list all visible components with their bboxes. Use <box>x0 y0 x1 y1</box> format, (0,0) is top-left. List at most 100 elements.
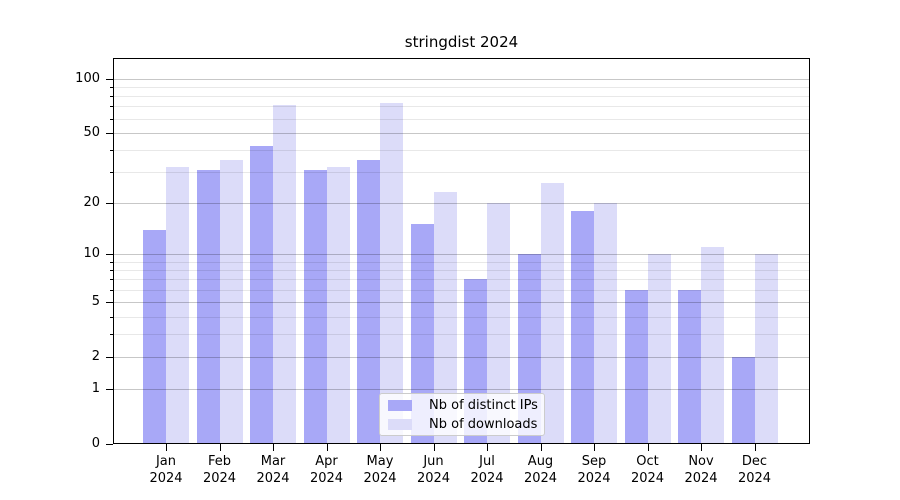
y-gridline-minor <box>113 86 810 88</box>
y-axis-minor-tick <box>109 96 113 98</box>
y-gridline-major <box>113 389 810 391</box>
x-axis-tick <box>219 444 221 451</box>
y-axis-minor-tick <box>109 334 113 336</box>
y-axis-tick <box>106 202 113 205</box>
bar-downloads <box>754 254 778 444</box>
x-axis-tick <box>273 444 275 451</box>
y-gridline-minor <box>113 261 810 263</box>
bar-distinct-ips <box>196 169 220 444</box>
y-gridline-major <box>113 202 810 204</box>
y-gridline-major <box>113 78 810 80</box>
y-gridline-minor <box>113 172 810 174</box>
y-axis-minor-tick <box>109 106 113 108</box>
y-axis-tick <box>106 389 113 391</box>
bar-downloads <box>273 105 296 444</box>
y-tick-label: 0 <box>91 436 100 451</box>
bar-distinct-ips <box>731 357 755 444</box>
y-axis-minor-tick <box>109 86 113 88</box>
bar-distinct-ips <box>624 289 648 444</box>
y-tick-label: 20 <box>83 194 100 210</box>
chart-title: stringdist 2024 <box>404 33 519 51</box>
y-gridline-minor <box>113 316 810 318</box>
bar-distinct-ips <box>250 146 273 444</box>
bar-downloads <box>701 247 724 444</box>
x-axis-tick <box>754 444 756 451</box>
legend-label-downloads: Nb of downloads <box>429 416 538 432</box>
bar-downloads <box>594 202 617 444</box>
bar-downloads <box>380 103 403 444</box>
y-axis-tick <box>106 444 113 446</box>
x-axis-tick <box>540 444 542 451</box>
y-axis-minor-tick <box>109 172 113 174</box>
y-axis-tick <box>106 254 113 256</box>
y-axis-minor-tick <box>109 270 113 272</box>
x-axis-tick <box>487 444 489 451</box>
y-axis-tick <box>106 132 113 134</box>
bar-downloads <box>433 192 457 444</box>
x-tick-label: Dec 2024 <box>737 454 772 486</box>
legend-item-distinct-ips: Nb of distinct IPs <box>388 397 538 413</box>
bar-distinct-ips <box>678 289 701 444</box>
y-axis-minor-tick <box>109 279 113 281</box>
y-axis-tick <box>106 302 113 304</box>
y-tick-label: 2 <box>91 349 100 365</box>
y-gridline-major <box>113 302 810 304</box>
x-tick-label: Jan 2024 <box>149 454 183 486</box>
y-gridline-minor <box>113 106 810 108</box>
bar-downloads <box>540 183 564 444</box>
x-axis-tick <box>647 444 649 451</box>
x-tick-label: Mar 2024 <box>256 454 290 486</box>
x-tick-label: Apr 2024 <box>309 454 344 486</box>
x-axis-tick <box>433 444 435 451</box>
y-gridline-minor <box>113 96 810 98</box>
x-axis-tick <box>166 444 168 451</box>
y-gridline-major <box>113 254 810 256</box>
x-tick-label: Jul 2024 <box>470 454 504 486</box>
bar-downloads <box>219 160 243 444</box>
bar-downloads <box>647 254 671 444</box>
y-axis-minor-tick <box>109 118 113 120</box>
legend-label-distinct-ips: Nb of distinct IPs <box>429 397 538 413</box>
y-gridline-minor <box>113 279 810 281</box>
x-tick-label: Aug 2024 <box>523 454 558 486</box>
y-gridline-minor <box>113 270 810 272</box>
y-axis-tick <box>106 78 113 80</box>
y-tick-label: 100 <box>75 70 100 86</box>
bar-downloads <box>487 202 510 444</box>
bar-downloads <box>166 167 189 444</box>
y-tick-label: 50 <box>83 124 100 140</box>
y-tick-label: 1 <box>91 381 100 397</box>
x-tick-label: Nov 2024 <box>684 454 718 486</box>
y-gridline-major <box>113 357 810 359</box>
y-axis-tick <box>106 357 113 359</box>
x-tick-label: Oct 2024 <box>630 454 665 486</box>
x-tick-label: Feb 2024 <box>202 454 237 486</box>
legend-swatch-downloads <box>388 418 412 430</box>
bar-distinct-ips <box>303 169 327 444</box>
y-gridline-minor <box>113 289 810 291</box>
y-tick-label: 10 <box>83 246 100 262</box>
y-axis-minor-tick <box>109 316 113 318</box>
y-axis-minor-tick <box>109 261 113 263</box>
axes-spines <box>113 58 810 444</box>
y-gridline-minor <box>113 334 810 336</box>
bar-distinct-ips <box>410 224 434 444</box>
bar-distinct-ips <box>357 160 380 444</box>
bar-distinct-ips <box>143 229 166 444</box>
legend-swatch-distinct-ips <box>388 399 412 411</box>
y-gridline-major <box>113 132 810 134</box>
y-gridline-minor <box>113 118 810 120</box>
x-tick-label: May 2024 <box>363 454 397 486</box>
x-axis-tick <box>380 444 382 451</box>
x-axis-tick <box>326 444 328 451</box>
x-tick-label: Jun 2024 <box>416 454 451 486</box>
legend: Nb of distinct IPs Nb of downloads <box>379 393 545 436</box>
bar-downloads <box>326 167 350 444</box>
y-gridline-minor <box>113 149 810 151</box>
x-tick-label: Sep 2024 <box>577 454 611 486</box>
bar-distinct-ips <box>571 210 594 444</box>
y-axis-minor-tick <box>109 149 113 151</box>
x-axis-tick <box>701 444 703 451</box>
legend-item-downloads: Nb of downloads <box>388 416 538 432</box>
